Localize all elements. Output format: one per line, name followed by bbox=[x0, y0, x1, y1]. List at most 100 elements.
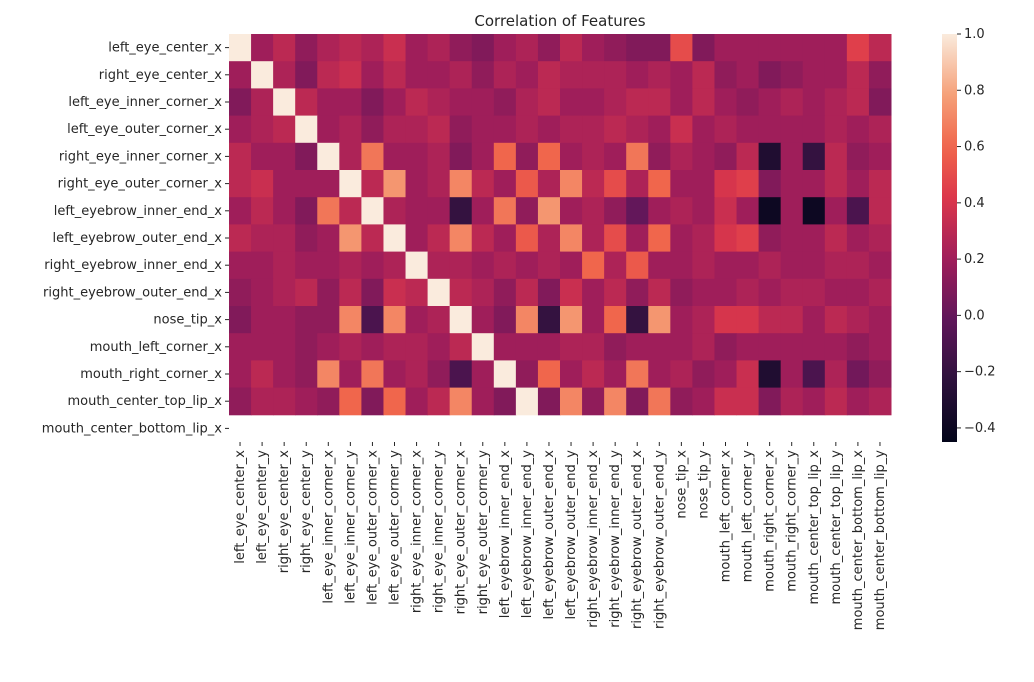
heatmap-cell bbox=[449, 333, 473, 361]
heatmap-cell bbox=[229, 360, 252, 389]
heatmap-cell bbox=[648, 170, 671, 198]
heatmap-cell bbox=[648, 88, 671, 117]
heatmap-cell bbox=[339, 251, 362, 280]
heatmap-cell bbox=[537, 88, 561, 117]
heatmap-cell bbox=[273, 278, 296, 307]
heatmap-cell bbox=[846, 278, 870, 307]
heatmap-cell bbox=[295, 387, 318, 416]
heatmap-cell bbox=[405, 142, 429, 171]
heatmap-cell bbox=[604, 224, 627, 253]
heatmap-cell bbox=[317, 387, 340, 416]
heatmap-cell bbox=[339, 224, 362, 253]
colorbar-label: 1.0 bbox=[964, 27, 985, 42]
heatmap-cell bbox=[736, 115, 760, 144]
heatmap-cell bbox=[317, 170, 340, 198]
row-label: left_eye_center_x bbox=[108, 41, 222, 56]
heatmap-cell bbox=[471, 360, 495, 389]
colorbar-label: 0.4 bbox=[964, 196, 985, 211]
heatmap-cell bbox=[846, 170, 870, 198]
colorbar-label: 0.6 bbox=[964, 140, 985, 155]
column-label: right_eye_inner_corner_x bbox=[410, 450, 425, 613]
heatmap-cell bbox=[560, 34, 583, 62]
heatmap-cell bbox=[626, 88, 649, 117]
heatmap-cell bbox=[780, 197, 804, 225]
heatmap-cell bbox=[427, 34, 451, 62]
heatmap-cell bbox=[868, 61, 892, 89]
heatmap-cell bbox=[295, 278, 318, 307]
heatmap-cell bbox=[648, 306, 671, 334]
heatmap-cell bbox=[493, 34, 517, 62]
heatmap-cell bbox=[670, 333, 693, 361]
heatmap-cell bbox=[361, 115, 384, 144]
heatmap-cell bbox=[670, 387, 693, 416]
heatmap-cell bbox=[758, 387, 782, 416]
heatmap-cell bbox=[471, 197, 495, 225]
heatmap-cell bbox=[582, 333, 605, 361]
heatmap-cell bbox=[604, 360, 627, 389]
heatmap-cell bbox=[361, 251, 384, 280]
heatmap-cell bbox=[846, 333, 870, 361]
heatmap-cell bbox=[670, 61, 693, 89]
heatmap-cell bbox=[229, 224, 252, 253]
heatmap-cell bbox=[537, 115, 561, 144]
heatmap-cell bbox=[846, 88, 870, 117]
heatmap-cell bbox=[273, 224, 296, 253]
heatmap-cell bbox=[846, 34, 870, 62]
heatmap-cell bbox=[339, 142, 362, 171]
column-label: right_eye_outer_corner_x bbox=[454, 450, 469, 615]
heatmap-cell bbox=[648, 278, 671, 307]
heatmap-cell bbox=[714, 34, 738, 62]
heatmap-cell bbox=[537, 251, 561, 280]
heatmap-cell bbox=[515, 360, 539, 389]
heatmap-cell bbox=[736, 251, 760, 280]
colorbar-label: 0.2 bbox=[964, 252, 985, 267]
heatmap-cell bbox=[802, 278, 826, 307]
heatmap-cell bbox=[714, 142, 738, 171]
heatmap-cell bbox=[537, 306, 561, 334]
heatmap-cell bbox=[515, 142, 539, 171]
heatmap-cell bbox=[405, 224, 429, 253]
heatmap-cell bbox=[339, 170, 362, 198]
heatmap-cell bbox=[780, 115, 804, 144]
heatmap-cell bbox=[692, 197, 715, 225]
heatmap-cell bbox=[229, 333, 252, 361]
heatmap-cell bbox=[560, 278, 583, 307]
heatmap-cell bbox=[670, 115, 693, 144]
heatmap-cell bbox=[449, 170, 473, 198]
heatmap-cell bbox=[626, 197, 649, 225]
heatmap-cell bbox=[273, 61, 296, 89]
heatmap-cell bbox=[317, 142, 340, 171]
heatmap-cell bbox=[229, 170, 252, 198]
heatmap-cell bbox=[251, 251, 274, 280]
heatmap-cells bbox=[229, 34, 892, 416]
heatmap-cell bbox=[449, 34, 473, 62]
heatmap-cell bbox=[295, 88, 318, 117]
heatmap-cell bbox=[736, 61, 760, 89]
heatmap-cell bbox=[515, 88, 539, 117]
heatmap-cell bbox=[758, 251, 782, 280]
heatmap-cell bbox=[361, 360, 384, 389]
heatmap-cell bbox=[515, 251, 539, 280]
heatmap-cell bbox=[824, 34, 848, 62]
heatmap-cell bbox=[604, 61, 627, 89]
heatmap-cell bbox=[251, 278, 274, 307]
heatmap-cell bbox=[692, 88, 715, 117]
heatmap-cell bbox=[383, 278, 407, 307]
heatmap-cell bbox=[383, 61, 407, 89]
heatmap-cell bbox=[868, 251, 892, 280]
heatmap-cell bbox=[405, 251, 429, 280]
heatmap-cell bbox=[427, 170, 451, 198]
heatmap-cell bbox=[273, 360, 296, 389]
heatmap-cell bbox=[317, 306, 340, 334]
column-label: left_eyebrow_inner_end_x bbox=[498, 450, 513, 619]
heatmap-cell bbox=[537, 224, 561, 253]
heatmap-cell bbox=[361, 142, 384, 171]
heatmap-cell bbox=[537, 34, 561, 62]
heatmap-cell bbox=[582, 278, 605, 307]
heatmap-cell bbox=[471, 34, 495, 62]
heatmap-cell bbox=[383, 306, 407, 334]
heatmap-cell bbox=[780, 224, 804, 253]
heatmap-cell bbox=[560, 170, 583, 198]
row-label: mouth_center_top_lip_x bbox=[68, 394, 223, 409]
